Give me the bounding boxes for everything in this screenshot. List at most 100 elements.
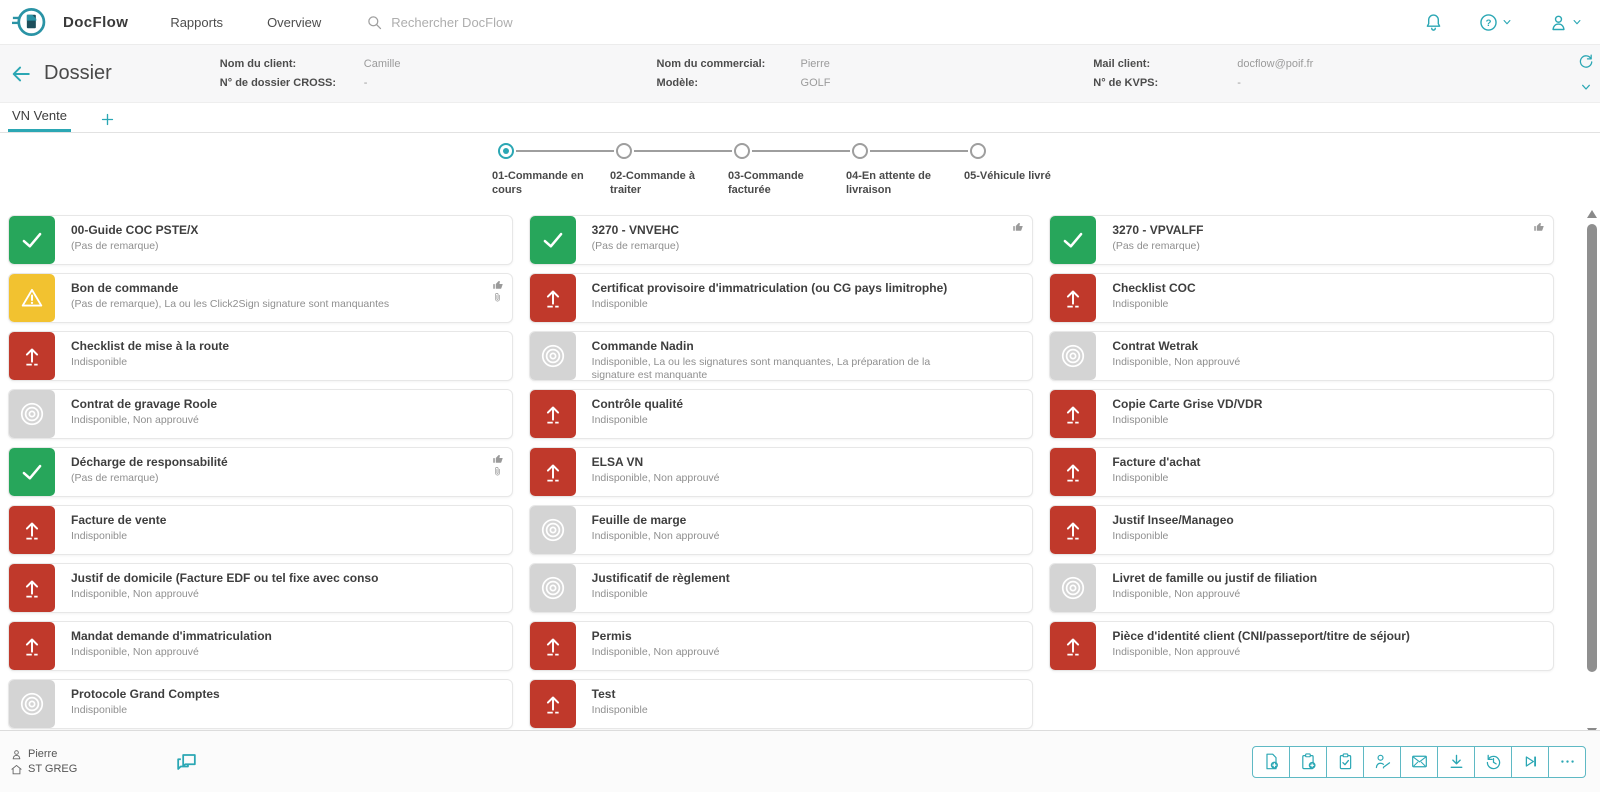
tab-vn-vente[interactable]: VN Vente: [8, 103, 71, 132]
order-stepper-section: 01-Commande en cours 02-Commande à traite…: [0, 133, 1600, 207]
document-card[interactable]: Certificat provisoire d'immatriculation …: [528, 273, 1034, 323]
check-icon: [1050, 216, 1097, 264]
document-card[interactable]: Facture de vente Indisponible: [8, 505, 513, 555]
card-text: Justificatif de règlement Indisponible: [576, 564, 790, 612]
document-status-text: Indisponible: [1112, 530, 1169, 542]
document-card[interactable]: Justificatif de règlement Indisponible: [528, 563, 1034, 613]
card-text: Permis Indisponible, Non approuvé: [576, 622, 780, 670]
document-card[interactable]: Permis Indisponible, Non approuvé: [528, 621, 1034, 671]
document-card[interactable]: ELSA VN Indisponible, Non approuvé: [528, 447, 1034, 497]
nav-link-overview[interactable]: Overview: [267, 14, 322, 30]
card-text: 3270 - VPVALFF (Pas de remarque): [1096, 216, 1263, 264]
document-card[interactable]: Facture d'achat Indisponible: [1049, 447, 1554, 497]
document-title: Livret de famille ou justif de filiation: [1112, 571, 1318, 585]
mail-button[interactable]: [1400, 745, 1438, 778]
document-card[interactable]: Commande Nadin Indisponible, La ou les si…: [528, 331, 1034, 381]
document-card[interactable]: Contrat de gravage Roole Indisponible, No…: [8, 389, 513, 439]
document-card[interactable]: 3270 - VPVALFF (Pas de remarque): [1049, 215, 1554, 265]
thumb-up-icon: [1533, 221, 1545, 233]
chat-icon[interactable]: [174, 749, 199, 774]
document-card[interactable]: Protocole Grand Comptes Indisponible: [8, 679, 513, 729]
document-card[interactable]: 3270 - VNVEHC (Pas de remarque): [528, 215, 1034, 265]
refresh-icon[interactable]: [1577, 52, 1594, 69]
upload-icon: [1050, 622, 1097, 670]
document-card[interactable]: 00-Guide COC PSTE/X (Pas de remarque): [8, 215, 513, 265]
document-actions-toolbar: [1252, 745, 1586, 778]
step-circle-icon: [734, 143, 750, 159]
upload-icon: [529, 390, 576, 438]
upload-icon: [9, 332, 55, 380]
document-card[interactable]: Justif Insee/Manageo Indisponible: [1049, 505, 1554, 555]
field-group: Mail client: docflow@poif.fr N° de KVPS: -: [1093, 58, 1530, 89]
checklist-button[interactable]: [1326, 745, 1364, 778]
document-card[interactable]: Mandat demande d'immatriculation Indispon…: [8, 621, 513, 671]
document-status-text: Indisponible: [1112, 472, 1169, 484]
download-button[interactable]: [1437, 745, 1475, 778]
more-actions-button[interactable]: [1548, 745, 1586, 778]
document-title: Contrat Wetrak: [1112, 339, 1199, 353]
document-card[interactable]: Livret de famille ou justif de filiation…: [1049, 563, 1554, 613]
user-icon: [10, 748, 23, 761]
card-badges: [492, 453, 504, 477]
skip-step-button[interactable]: [1511, 745, 1549, 778]
field-value: docflow@poif.fr: [1237, 58, 1314, 70]
card-text: Contrat de gravage Roole Indisponible, No…: [55, 390, 277, 438]
home-icon: [10, 763, 23, 776]
field-value: GOLF: [800, 77, 831, 89]
search-input[interactable]: [391, 14, 582, 30]
document-card[interactable]: Feuille de marge Indisponible, Non approu…: [528, 505, 1034, 555]
document-status-text: Indisponible, Non approuvé: [591, 472, 720, 484]
check-icon: [529, 216, 576, 264]
help-menu[interactable]: ?: [1478, 12, 1514, 33]
document-card[interactable]: Justif de domicile (Facture EDF ou tel f…: [8, 563, 513, 613]
card-text: Checklist COC Indisponible: [1096, 274, 1255, 322]
skip-end-icon: [1521, 752, 1540, 771]
target-icon: [1050, 564, 1097, 612]
download-icon: [1447, 752, 1466, 771]
document-status-text: Indisponible, Non approuvé: [591, 530, 720, 542]
document-title: Protocole Grand Comptes: [71, 687, 220, 701]
documents-column-2: 3270 - VNVEHC (Pas de remarque) Certificat…: [528, 215, 1034, 729]
scrollbar-thumb[interactable]: [1587, 224, 1597, 672]
step-connector: [752, 150, 850, 152]
card-text: 00-Guide COC PSTE/X (Pas de remarque): [55, 216, 258, 264]
card-text: Copie Carte Grise VD/VDR Indisponible: [1096, 390, 1322, 438]
document-title: Contrôle qualité: [591, 397, 683, 411]
document-status-text: Indisponible: [591, 298, 648, 310]
notifications-bell-icon[interactable]: [1423, 12, 1444, 33]
document-card[interactable]: Contrôle qualité Indisponible: [528, 389, 1034, 439]
vertical-scrollbar[interactable]: [1586, 210, 1599, 736]
signature-button[interactable]: [1363, 745, 1401, 778]
back-button[interactable]: [10, 63, 32, 85]
nav-link-rapports[interactable]: Rapports: [170, 14, 224, 30]
document-card[interactable]: Test Indisponible: [528, 679, 1034, 729]
add-tab-button[interactable]: [99, 111, 116, 132]
navbar-right: ?: [1423, 12, 1584, 33]
scroll-up-arrow-icon[interactable]: [1587, 210, 1597, 218]
target-icon: [529, 332, 576, 380]
history-button[interactable]: [1474, 745, 1512, 778]
target-icon: [1050, 332, 1097, 380]
card-text: Contrat Wetrak Indisponible, Non approuvé: [1096, 332, 1300, 380]
document-card[interactable]: Checklist COC Indisponible: [1049, 273, 1554, 323]
check-icon: [9, 448, 55, 496]
upload-icon: [9, 564, 55, 612]
document-card[interactable]: Décharge de responsabilité (Pas de remarq…: [8, 447, 513, 497]
card-text: Bon de commande (Pas de remarque), La ou …: [55, 274, 449, 322]
document-card[interactable]: Pièce d'identité client (CNI/passeport/t…: [1049, 621, 1554, 671]
document-title: ELSA VN: [591, 455, 644, 469]
card-text: Décharge de responsabilité (Pas de remarq…: [55, 448, 288, 496]
document-status-text: Indisponible: [71, 530, 128, 542]
user-menu[interactable]: [1548, 12, 1584, 33]
step-circle-icon: [616, 143, 632, 159]
document-card[interactable]: Bon de commande (Pas de remarque), La ou …: [8, 273, 513, 323]
expand-chevron-icon[interactable]: [1578, 79, 1594, 95]
document-card[interactable]: Checklist de mise à la route Indisponible: [8, 331, 513, 381]
add-task-button[interactable]: [1289, 745, 1327, 778]
stepper-step-1: 01-Commande en cours: [492, 143, 616, 196]
document-title: Certificat provisoire d'immatriculation …: [591, 281, 948, 295]
document-card[interactable]: Copie Carte Grise VD/VDR Indisponible: [1049, 389, 1554, 439]
document-card[interactable]: Contrat Wetrak Indisponible, Non approuvé: [1049, 331, 1554, 381]
add-document-button[interactable]: [1252, 745, 1290, 778]
